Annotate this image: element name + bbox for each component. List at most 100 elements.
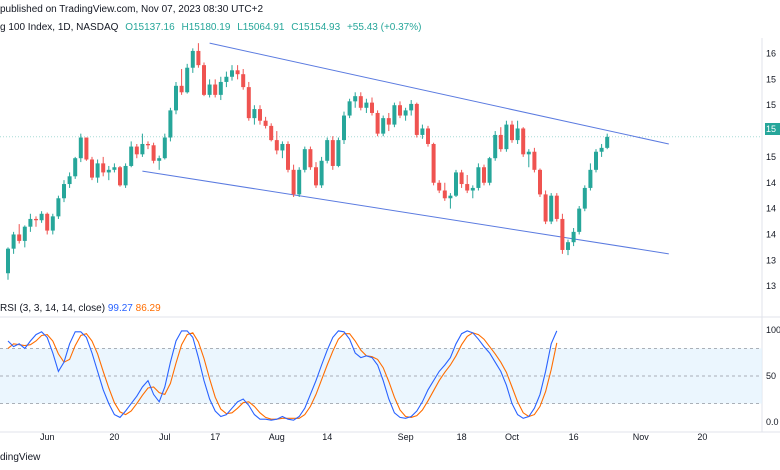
candle-body <box>588 169 593 188</box>
candle-body <box>431 143 436 183</box>
candle-body <box>263 120 268 126</box>
time-tick-label: 17 <box>210 432 220 442</box>
candle-body <box>504 124 509 150</box>
candle-body <box>118 167 122 186</box>
candle-body <box>302 149 307 170</box>
candle-body <box>532 151 537 170</box>
axes: 16 15 15 15 15 14 14 14 13 13 Jun 20 Jul 17 Aug 14 Sep 18… <box>40 49 780 442</box>
trend-line <box>209 42 669 145</box>
candle-body <box>549 195 554 222</box>
time-tick-label: 20 <box>109 432 119 442</box>
candle-body <box>420 128 425 135</box>
candle-body <box>314 167 318 186</box>
candle-body <box>554 195 559 219</box>
candle-body <box>95 163 100 178</box>
candle-body <box>560 218 565 250</box>
symbol-label[interactable]: g 100 Index, 1D, NASDAQ <box>0 22 119 33</box>
time-tick-label: 18 <box>457 432 467 442</box>
rsi-d-line <box>7 332 558 420</box>
candle-body <box>22 226 27 241</box>
candle-body <box>375 112 380 134</box>
low-value: L15064.91 <box>237 22 285 33</box>
candle-body <box>465 184 470 191</box>
ohlc-legend: g 100 Index, 1D, NASDAQ O15137.16 H15180… <box>0 22 425 33</box>
candle-body <box>218 81 223 95</box>
candle-body <box>246 87 251 119</box>
candle-body <box>286 143 290 170</box>
candle-body <box>84 137 89 160</box>
candle-body <box>498 134 503 150</box>
candle-body <box>101 163 106 173</box>
rsi-tick-label: 0.0 <box>766 417 779 427</box>
candle-body <box>196 50 201 66</box>
candle-body <box>493 134 498 159</box>
candle-body <box>482 167 486 183</box>
candle-body <box>28 218 33 227</box>
price-tick-label: 14 <box>766 204 776 214</box>
candle-body <box>252 109 257 119</box>
rsi-legend[interactable]: RSI (3, 3, 14, 14, close) 99.27 86.29 <box>0 303 161 314</box>
candle-body <box>235 70 240 75</box>
time-tick-label: Sep <box>398 432 414 442</box>
publish-line: published on TradingView.com, Nov 07, 20… <box>0 4 264 15</box>
rsi-k-line <box>7 330 558 421</box>
candle-body <box>157 158 162 161</box>
candle-body <box>538 169 542 195</box>
candle-body <box>381 118 386 134</box>
candle-body <box>526 151 531 155</box>
candle-body <box>386 118 391 125</box>
trend-line <box>142 170 669 255</box>
candle-body <box>230 70 234 77</box>
candle-body <box>594 151 598 170</box>
candle-body <box>151 145 156 161</box>
candle-body <box>11 234 16 249</box>
candle-body <box>358 96 363 108</box>
candle-body <box>185 67 190 93</box>
candle-body <box>112 167 117 170</box>
time-tick-label: Oct <box>505 432 520 442</box>
candle-body <box>207 84 212 95</box>
candle-body <box>521 128 526 155</box>
close-value: C15154.93 <box>291 22 341 33</box>
price-tick-label: 16 <box>766 49 776 59</box>
candle-body <box>291 169 296 195</box>
candle-body <box>34 218 38 221</box>
candle-body <box>280 143 285 151</box>
price-tick-label: 15 <box>766 100 776 110</box>
rsi-k-value: 99.27 <box>107 303 133 314</box>
candle-body <box>140 143 145 155</box>
candle-body <box>325 140 330 161</box>
rsi-d-value: 86.29 <box>135 303 161 314</box>
candles <box>6 43 610 280</box>
time-tick-label: Aug <box>269 432 285 442</box>
brand-footer: dingView <box>0 452 41 463</box>
rsi-tick-label: 100 <box>766 325 780 335</box>
candle-body <box>342 115 346 141</box>
candle-body <box>347 101 352 116</box>
candle-body <box>213 84 218 95</box>
candle-body <box>571 231 576 243</box>
candle-body <box>146 143 150 146</box>
candle-body <box>123 165 128 186</box>
candle-body <box>308 149 313 168</box>
candle-body <box>476 167 481 188</box>
candle-body <box>442 190 447 199</box>
candle-body <box>62 184 66 199</box>
candle-body <box>330 140 335 166</box>
candle-body <box>39 213 44 221</box>
time-tick-label: 14 <box>322 432 332 442</box>
time-tick-label: Jun <box>40 432 55 442</box>
time-tick-label: Nov <box>633 432 650 442</box>
candle-body <box>403 110 408 116</box>
candle-body <box>224 76 229 82</box>
candle-body <box>459 172 464 185</box>
high-value: H15180.19 <box>181 22 231 33</box>
change-value: +55.43 (+0.37%) <box>346 22 422 33</box>
candle-body <box>454 172 458 196</box>
candle-body <box>45 213 50 231</box>
candle-body <box>605 136 610 148</box>
candle-body <box>510 124 514 141</box>
price-tick-label: 13 <box>766 255 776 265</box>
candle-body <box>78 137 83 159</box>
